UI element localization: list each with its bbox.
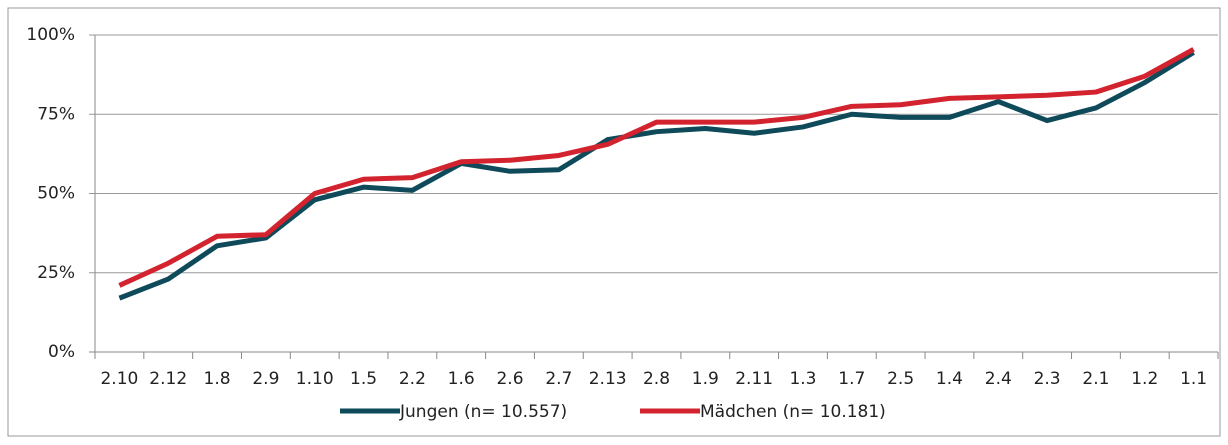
x-tick-label: 2.12 [149,369,187,389]
x-tick-label: 2.3 [1034,369,1061,389]
x-tick-label: 1.1 [1180,369,1207,389]
x-tick-label: 2.10 [100,369,138,389]
x-tick-label: 1.10 [296,369,334,389]
x-tick-label: 2.8 [643,369,670,389]
x-tick-label: 1.5 [350,369,377,389]
line-series [118,50,1195,301]
x-tick-label: 1.3 [789,369,816,389]
x-tick-label: 1.7 [838,369,865,389]
x-tick-label: 1.6 [448,369,475,389]
x-tick-label: 1.8 [204,369,231,389]
line-series [118,47,1195,288]
chart-frame [7,7,1221,437]
x-tick-label: 1.9 [692,369,719,389]
x-tick-label: 2.5 [887,369,914,389]
x-tick-label: 1.4 [936,369,963,389]
x-tick-label: 2.13 [589,369,627,389]
x-tick-label: 2.9 [252,369,279,389]
legend-label: Mädchen (n= 10.181) [700,402,886,422]
x-tick-label: 2.2 [399,369,426,389]
x-tick-label: 2.4 [985,369,1012,389]
x-tick-label: 2.11 [735,369,773,389]
y-tick-label: 0% [48,342,75,362]
legend-label: Jungen (n= 10.557) [399,402,567,422]
y-tick-label: 100% [26,25,75,45]
x-tick-label: 2.6 [496,369,523,389]
y-tick-label: 25% [37,263,75,283]
x-tick-label: 2.7 [545,369,572,389]
x-tick-label: 1.2 [1131,369,1158,389]
y-tick-label: 75% [37,104,75,124]
x-tick-label: 2.1 [1082,369,1109,389]
y-tick-label: 50% [37,184,75,204]
